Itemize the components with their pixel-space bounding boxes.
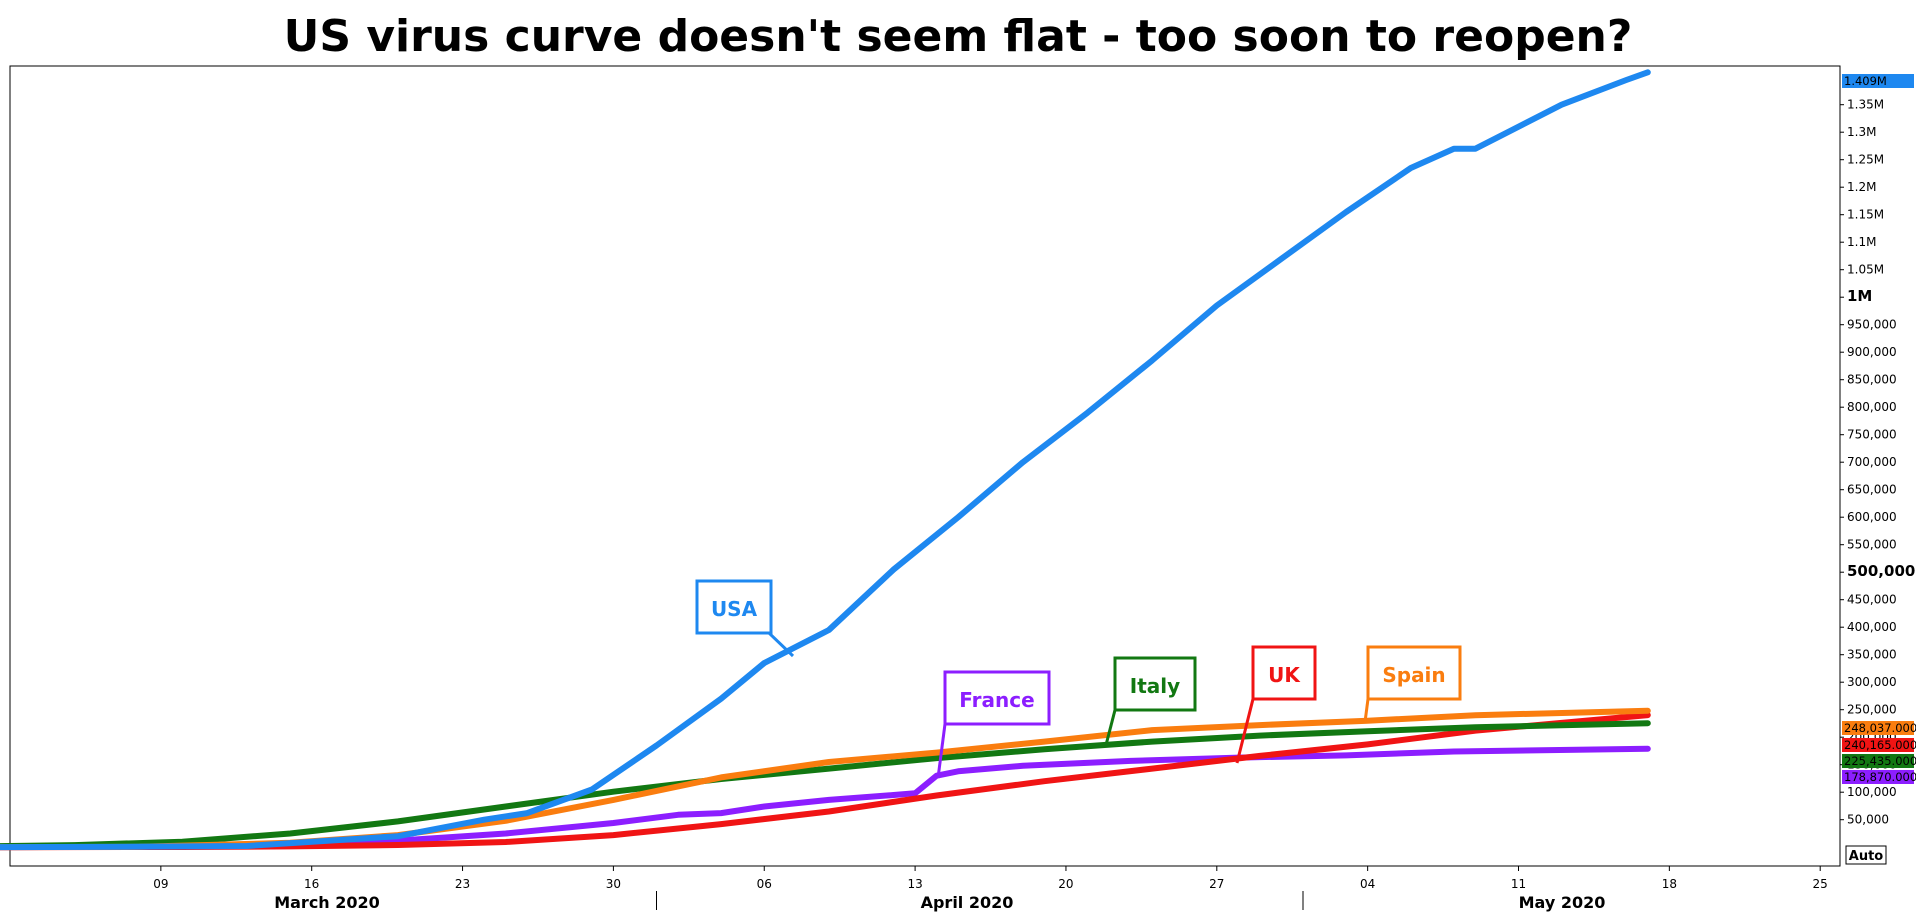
callout-label-uk: UK xyxy=(1268,663,1301,687)
chart-title: US virus curve doesn't seem flat - too s… xyxy=(284,11,1633,62)
x-tick-label: 20 xyxy=(1058,877,1073,891)
plot-area xyxy=(9,65,1841,867)
x-tick-label: 27 xyxy=(1209,877,1224,891)
callout-box-usa xyxy=(695,579,773,635)
x-month-label: March 2020 xyxy=(274,893,380,912)
y-tick-label: 1.2M xyxy=(1847,180,1876,194)
y-tick-label: 50,000 xyxy=(1847,813,1889,827)
y-tick-label: 800,000 xyxy=(1847,400,1897,414)
x-tick-label: 11 xyxy=(1511,877,1526,891)
y-tick-label: 100,000 xyxy=(1847,785,1897,799)
y-tick-label: 700,000 xyxy=(1847,455,1897,469)
y-tick-label: 350,000 xyxy=(1847,648,1897,662)
x-tick-label: 04 xyxy=(1360,877,1375,891)
x-month-label: April 2020 xyxy=(921,893,1014,912)
y-tick-label: 1.1M xyxy=(1847,235,1876,249)
series-line-italy xyxy=(0,720,1651,850)
last-value-label-usa: 1.409M xyxy=(1844,74,1887,88)
auto-scale-button[interactable] xyxy=(1845,845,1887,865)
last-value-label-spain: 248,037.000 xyxy=(1844,721,1916,735)
y-tick-label: 900,000 xyxy=(1847,345,1897,359)
series-line-uk xyxy=(0,712,1651,851)
x-tick-label: 13 xyxy=(907,877,922,891)
y-tick-label: 550,000 xyxy=(1847,538,1897,552)
y-tick-label: 750,000 xyxy=(1847,428,1897,442)
callout-pointer-italy xyxy=(1104,709,1117,746)
y-tick-label: 1.05M xyxy=(1847,263,1884,277)
x-tick-label: 30 xyxy=(606,877,621,891)
x-tick-label: 09 xyxy=(153,877,168,891)
callout-label-france: France xyxy=(959,688,1034,712)
x-tick-label: 18 xyxy=(1662,877,1677,891)
x-tick-label: 25 xyxy=(1813,877,1828,891)
y-tick-label: 600,000 xyxy=(1847,510,1897,524)
callout-label-italy: Italy xyxy=(1130,674,1180,698)
y-tick-label: 1.3M xyxy=(1847,125,1876,139)
last-value-badge-spain xyxy=(1842,721,1914,735)
callout-pointer-france xyxy=(936,723,947,779)
callout-box-france xyxy=(943,670,1051,726)
x-tick-label: 16 xyxy=(304,877,319,891)
callout-box-uk xyxy=(1251,645,1317,701)
callout-pointer-usa xyxy=(767,631,795,658)
y-tick-label: 400,000 xyxy=(1847,620,1897,634)
y-tick-label: 1.25M xyxy=(1847,153,1884,167)
y-tick-label: 1.15M xyxy=(1847,208,1884,222)
y-tick-label: 1.35M xyxy=(1847,98,1884,112)
last-value-label-france: 178,870.000 xyxy=(1844,770,1916,784)
y-tick-label: 300,000 xyxy=(1847,675,1897,689)
x-tick-label: 06 xyxy=(757,877,772,891)
last-value-label-italy: 225,435.000 xyxy=(1844,754,1916,768)
callout-pointer-spain xyxy=(1363,698,1370,723)
callout-label-usa: USA xyxy=(711,597,758,621)
callout-label-spain: Spain xyxy=(1382,663,1445,687)
auto-scale-label[interactable]: Auto xyxy=(1849,849,1884,864)
last-value-label-uk: 240,165.000 xyxy=(1844,738,1916,752)
y-tick-label: 1M xyxy=(1847,287,1872,305)
callout-box-italy xyxy=(1113,656,1197,712)
last-value-badge-france xyxy=(1842,770,1914,784)
x-month-label: May 2020 xyxy=(1519,893,1606,912)
y-tick-label: 500,000 xyxy=(1847,562,1915,580)
last-value-badge-usa xyxy=(1842,74,1914,88)
series-line-usa xyxy=(0,69,1651,851)
y-tick-label: 950,000 xyxy=(1847,318,1897,332)
callout-pointer-uk xyxy=(1235,698,1255,764)
last-value-badge-uk xyxy=(1842,738,1914,752)
y-tick-label: 650,000 xyxy=(1847,483,1897,497)
y-tick-label: 850,000 xyxy=(1847,373,1897,387)
y-tick-label: 250,000 xyxy=(1847,703,1897,717)
y-tick-label: 450,000 xyxy=(1847,593,1897,607)
x-tick-label: 23 xyxy=(455,877,470,891)
last-value-badge-italy xyxy=(1842,754,1914,768)
callout-box-spain xyxy=(1366,645,1462,701)
